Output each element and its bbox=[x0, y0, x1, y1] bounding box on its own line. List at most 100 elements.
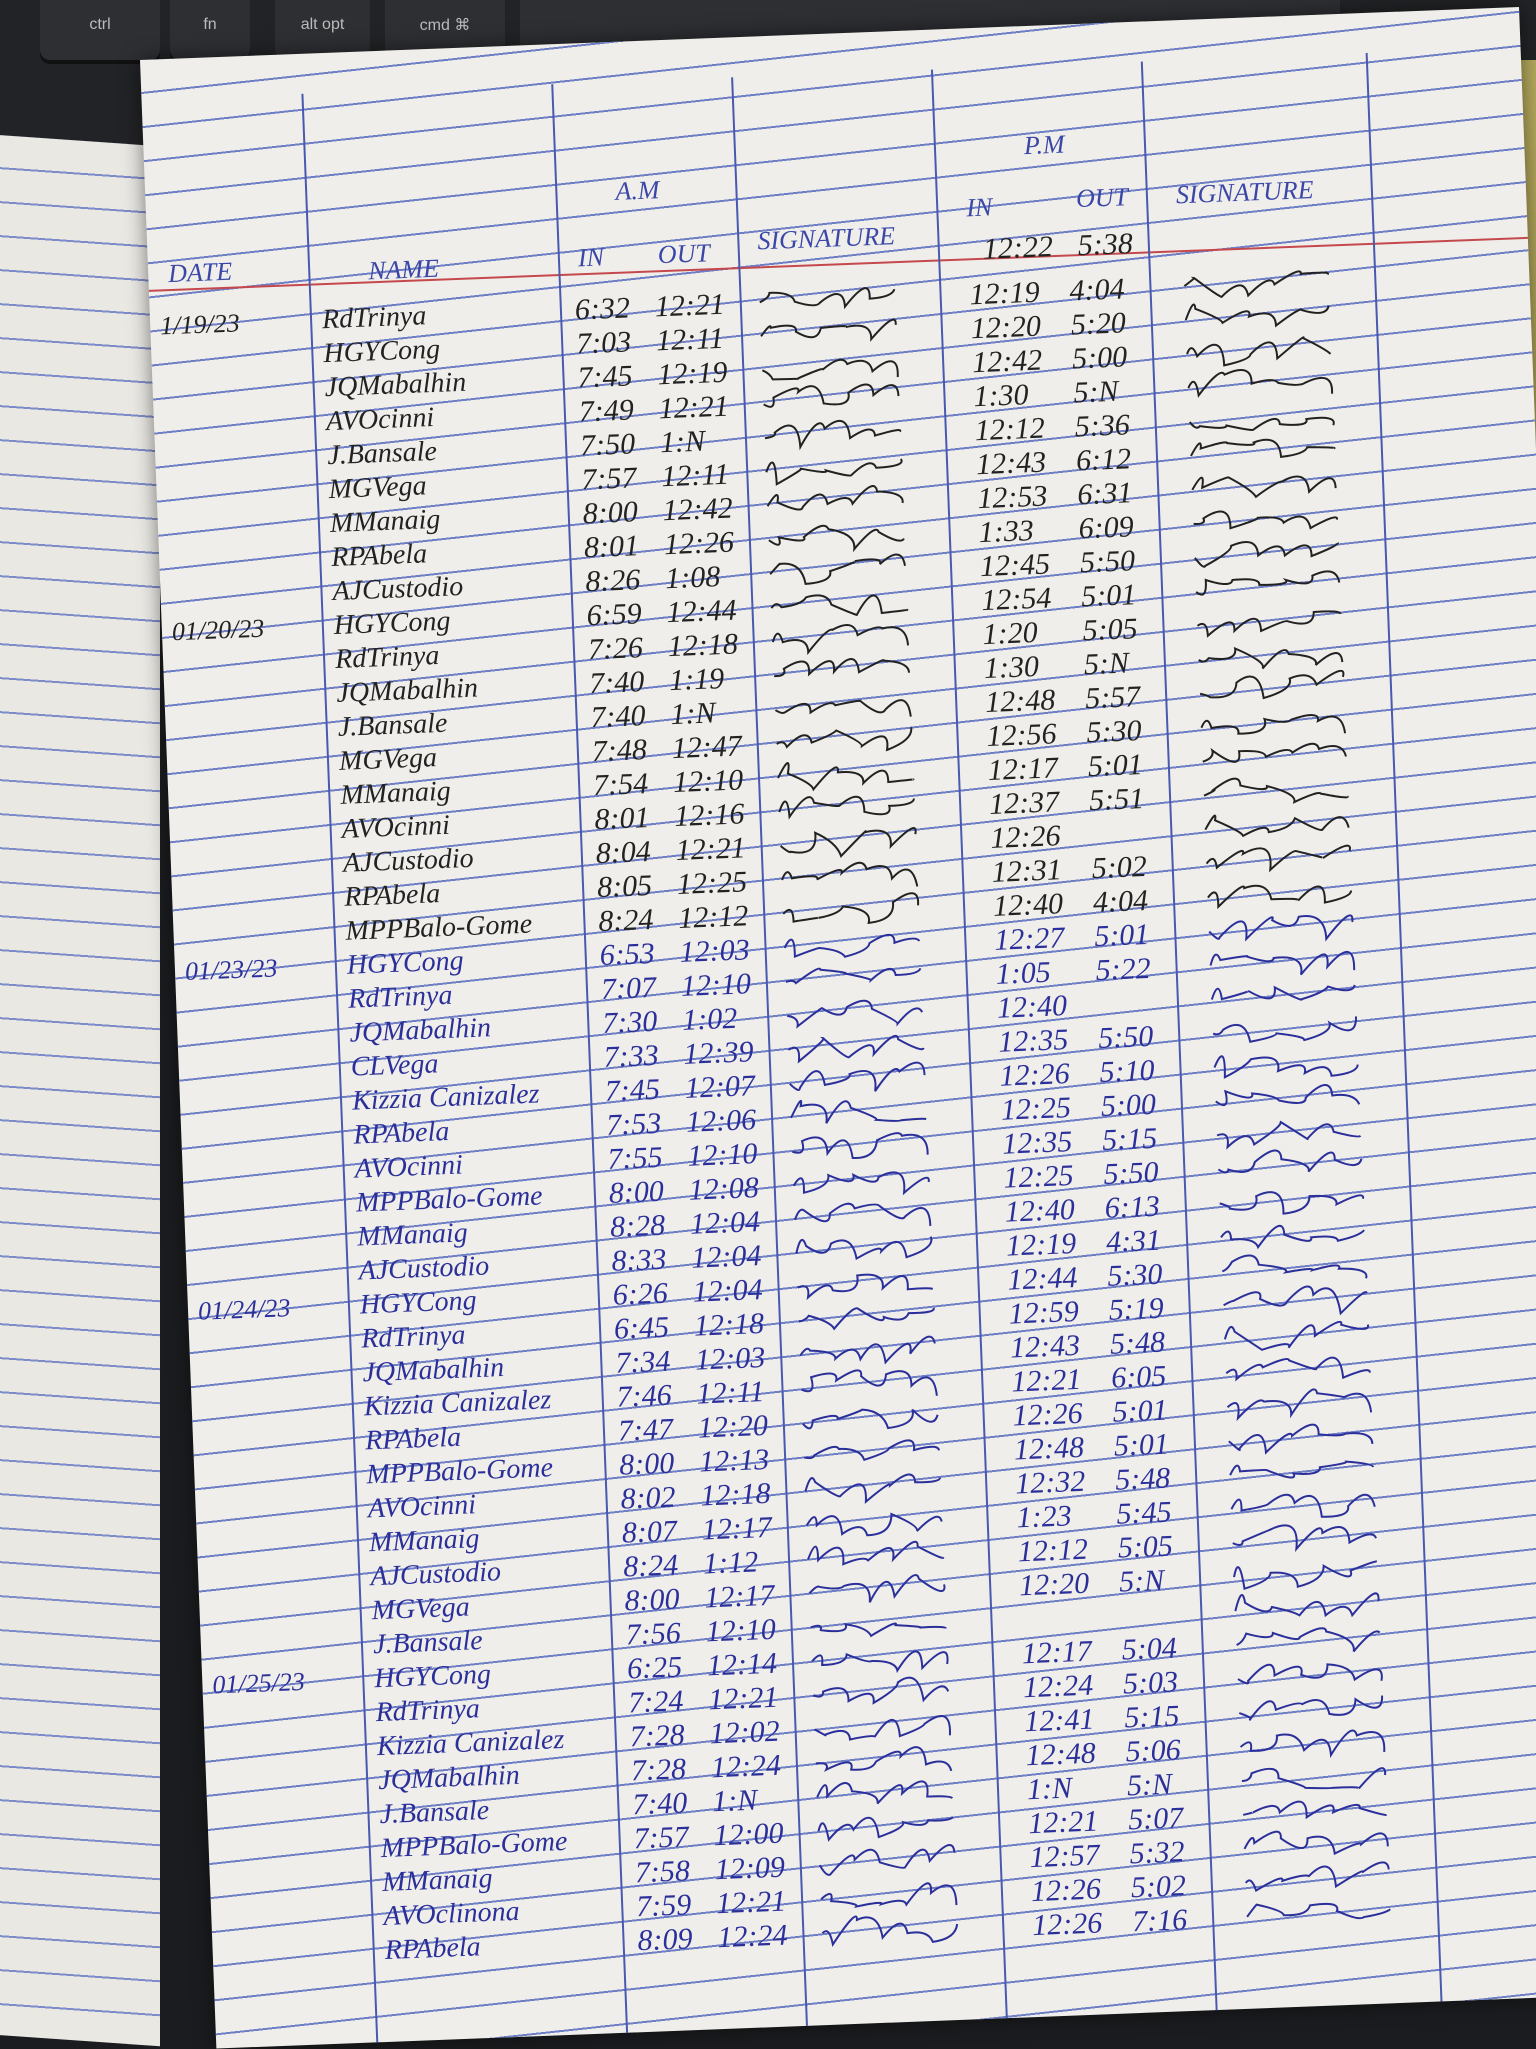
am-signature bbox=[818, 1844, 956, 1876]
header-pm: P.M bbox=[1023, 129, 1066, 161]
am-in-cell: 8:26 bbox=[584, 563, 641, 599]
pm-out-cell: 5:20 bbox=[1070, 306, 1127, 342]
am-out-cell: 12:02 bbox=[709, 1714, 781, 1751]
am-in-cell: 6:53 bbox=[599, 936, 656, 973]
am-out-cell: 12:04 bbox=[690, 1239, 762, 1275]
am-out-cell: 12:25 bbox=[676, 865, 748, 901]
name-cell: MManaig bbox=[381, 1862, 494, 1899]
pm-in-cell: 12:54 bbox=[980, 581, 1052, 618]
pm-out: 5:38 bbox=[1077, 227, 1134, 263]
pm-in-cell: 12:21 bbox=[1027, 1804, 1099, 1841]
pm-in-cell: 12:35 bbox=[1001, 1125, 1073, 1161]
pm-in-cell: 12:25 bbox=[1002, 1158, 1075, 1195]
table-row: AVOclinona 7:59 12:21 12:26 5:02 bbox=[211, 1854, 1536, 1941]
name-cell: AVOcinni bbox=[325, 401, 435, 438]
am-out-cell: 12:11 bbox=[655, 321, 725, 358]
am-signature bbox=[763, 383, 900, 408]
pm-signature bbox=[1219, 1191, 1365, 1215]
name-cell: RPAbela bbox=[330, 538, 428, 574]
pm-out-cell: 4:31 bbox=[1105, 1223, 1162, 1259]
name-cell: HGYCong bbox=[359, 1285, 478, 1321]
pm-signature bbox=[1187, 368, 1334, 398]
pm-signature bbox=[1190, 438, 1336, 459]
am-signature bbox=[807, 1540, 945, 1566]
pm-in-cell: 12:37 bbox=[988, 785, 1060, 821]
am-out-cell: 12:13 bbox=[698, 1442, 770, 1479]
name-cell: MManaig bbox=[368, 1523, 481, 1559]
pm-signature bbox=[1229, 1460, 1375, 1479]
header-pm-out: OUT bbox=[1075, 182, 1129, 214]
am-out-cell: 12:18 bbox=[699, 1476, 772, 1513]
pm-out-cell: 5:48 bbox=[1114, 1461, 1171, 1497]
pm-out-cell: 5:15 bbox=[1123, 1699, 1180, 1735]
pm-in-cell: 12:21 bbox=[1010, 1362, 1082, 1399]
am-in-cell: 7:57 bbox=[633, 1820, 690, 1856]
attendance-logbook-page: DATE NAME A.M IN OUT SIGNATURE P.M IN OU… bbox=[140, 7, 1536, 2049]
name-cell: CLVega bbox=[350, 1048, 439, 1083]
pm-in-cell: 12:20 bbox=[970, 309, 1042, 346]
pm-signature bbox=[1213, 1055, 1359, 1079]
am-out-cell: 12:19 bbox=[656, 355, 729, 392]
pm-in-cell: 12:40 bbox=[1004, 1192, 1076, 1229]
am-in-cell: 8:05 bbox=[596, 868, 653, 905]
name-cell: AJCustodio bbox=[369, 1556, 502, 1593]
pm-in-cell: 12:48 bbox=[984, 683, 1056, 720]
pm-out-cell: 5:36 bbox=[1074, 408, 1131, 444]
pm-in-cell: 12:27 bbox=[993, 921, 1066, 957]
table-row: Kizzia Canizalez 7:46 12:11 12:21 6:05 bbox=[191, 1344, 1536, 1431]
am-signature bbox=[802, 1408, 939, 1430]
table-row: RdTrinya 7:07 12:10 1:05 5:22 bbox=[176, 936, 1536, 1023]
pm-signature bbox=[1242, 1800, 1387, 1820]
table-row: RPAbela 7:47 12:20 12:26 5:01 bbox=[193, 1378, 1536, 1465]
pm-out-cell: 5:50 bbox=[1097, 1019, 1154, 1055]
pm-signature bbox=[1221, 1254, 1368, 1279]
am-in-cell: 7:24 bbox=[627, 1684, 685, 1720]
am-out-cell: 12:20 bbox=[697, 1408, 769, 1445]
am-in-cell: 7:03 bbox=[575, 325, 632, 361]
am-in-cell: 8:00 bbox=[623, 1582, 681, 1618]
am-out-cell: 12:24 bbox=[710, 1748, 782, 1785]
pm-out-cell: 5:02 bbox=[1091, 849, 1148, 886]
pm-signature bbox=[1217, 1149, 1363, 1174]
pm-in-cell: 12:17 bbox=[1021, 1634, 1093, 1671]
am-signature bbox=[787, 1034, 925, 1064]
pm-in-cell: 1:30 bbox=[983, 649, 1040, 686]
pm-signature bbox=[1234, 1592, 1380, 1618]
am-signature bbox=[771, 624, 910, 656]
table-row: 01/20/23 HGYCong 6:59 12:44 12:54 5:01 bbox=[161, 563, 1536, 650]
pm-out-cell: 5:48 bbox=[1109, 1325, 1166, 1361]
name-cell: AJCustodio bbox=[358, 1250, 490, 1287]
pm-in-cell: 12:42 bbox=[971, 343, 1043, 380]
name-cell: JQMabalhin bbox=[377, 1759, 521, 1797]
am-in-cell: 7:46 bbox=[616, 1378, 673, 1414]
table-row: 01/24/23 HGYCong 6:26 12:04 12:44 5:30 bbox=[187, 1242, 1536, 1329]
pm-signature bbox=[1243, 1830, 1389, 1856]
table-row: MManaig 7:58 12:09 12:57 5:32 bbox=[210, 1820, 1536, 1907]
am-out-cell: 12:21 bbox=[658, 389, 730, 426]
pm-out-cell: 5:01 bbox=[1111, 1393, 1169, 1429]
am-in-cell: 7:33 bbox=[602, 1038, 660, 1074]
pm-signature bbox=[1186, 336, 1332, 367]
am-in-cell: 7:54 bbox=[592, 767, 649, 803]
left-notebook-page bbox=[0, 133, 160, 2047]
name-cell: MGVega bbox=[338, 742, 438, 777]
name-cell: MManaig bbox=[339, 775, 452, 811]
am-out-cell: 12:06 bbox=[685, 1103, 757, 1139]
am-out-cell: 12:10 bbox=[686, 1137, 759, 1173]
am-in-cell: 8:00 bbox=[608, 1174, 665, 1210]
am-signature bbox=[794, 1202, 932, 1226]
am-out-cell: 12:11 bbox=[660, 457, 730, 494]
table-row: J.Bansale 7:56 12:10 bbox=[200, 1582, 1536, 1669]
pm-in-cell: 12:31 bbox=[991, 853, 1063, 889]
pm-out-cell: 5:02 bbox=[1130, 1869, 1187, 1905]
am-signature bbox=[810, 1622, 947, 1638]
am-in-cell: 7:47 bbox=[617, 1412, 674, 1448]
table-row: MManaig 8:28 12:04 12:40 6:13 bbox=[185, 1174, 1536, 1261]
name-cell: HGYCong bbox=[346, 945, 465, 981]
am-in-cell: 7:34 bbox=[614, 1344, 671, 1380]
pm-in-cell: 12:53 bbox=[976, 479, 1049, 516]
name-cell: J.Bansale bbox=[326, 435, 438, 472]
pm-out-cell: 5:05 bbox=[1081, 612, 1139, 648]
pm-signature bbox=[1183, 270, 1330, 299]
pm-signature bbox=[1195, 570, 1341, 596]
